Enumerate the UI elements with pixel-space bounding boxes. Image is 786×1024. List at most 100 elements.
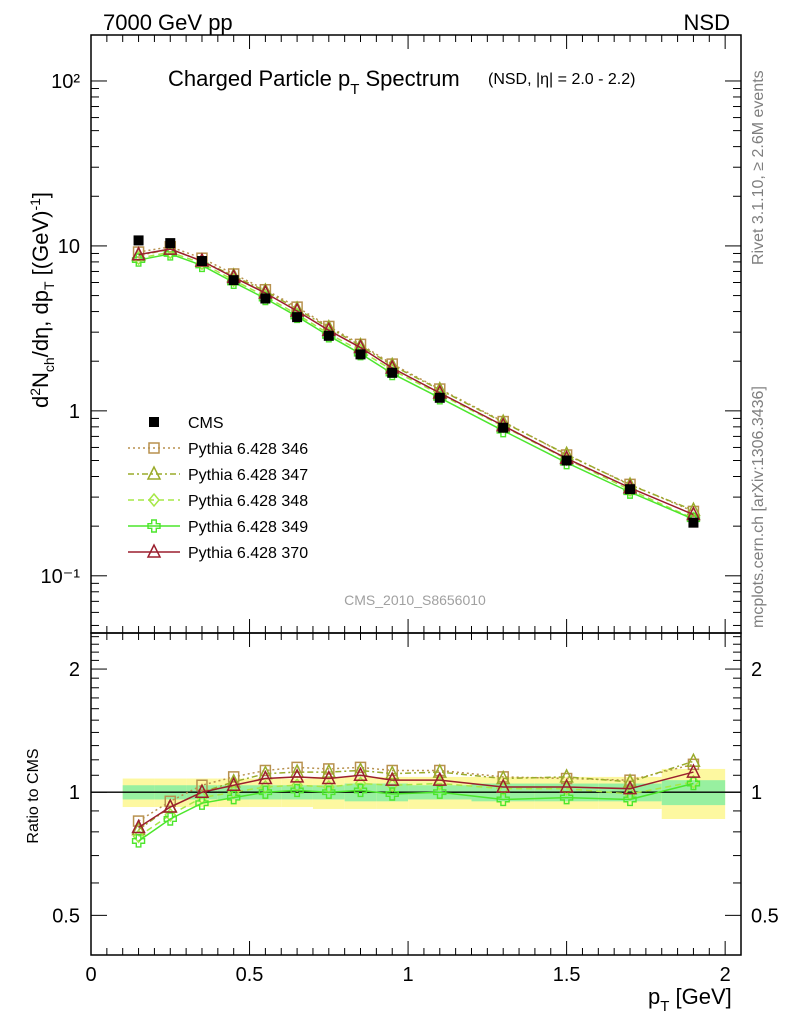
- svg-text:d2Nch/dη, dpT [(GeV)-1]: d2Nch/dη, dpT [(GeV)-1]: [27, 192, 57, 408]
- main-series-point: [163, 247, 177, 261]
- ratio-uncertainty-bands: [91, 768, 741, 820]
- ratio-series-point: [163, 812, 177, 826]
- cms-data-point: [323, 330, 334, 341]
- main-y-tick-label: 10²: [51, 71, 80, 93]
- legend-marker: [148, 492, 160, 508]
- legend-entry: Pythia 6.428 346: [128, 441, 308, 458]
- ratio-series-point: [290, 783, 304, 798]
- legend-label: Pythia 6.428 346: [188, 441, 308, 458]
- cms-data-point: [260, 293, 271, 304]
- ratio-series-point: [385, 787, 399, 801]
- legend-label: Pythia 6.428 370: [188, 545, 308, 562]
- legend-label: Pythia 6.428 349: [188, 519, 308, 536]
- ratio-series-point: [321, 769, 337, 785]
- legend-marker: [147, 519, 161, 533]
- ratio-y-tick-label-right: 1: [751, 782, 762, 804]
- legend-marker: [146, 543, 162, 558]
- ratio-series-point: [687, 774, 700, 790]
- title-main-tail: Spectrum: [359, 66, 459, 91]
- ratio-series-line: [138, 782, 694, 842]
- cms-data-point: [688, 517, 699, 528]
- ratio-y-tick-label-right: 2: [751, 659, 762, 681]
- ratio-series-point: [686, 776, 701, 791]
- header-right: NSD: [684, 10, 730, 35]
- legend-entry: Pythia 6.428 348: [128, 492, 308, 510]
- cms-data-point: [165, 238, 176, 249]
- ratio-series-point: [353, 766, 368, 782]
- cms-data-point: [355, 349, 366, 360]
- ratio-series-point: [131, 834, 146, 848]
- x-tick-label: 2: [720, 964, 731, 986]
- cms-data-point: [133, 235, 144, 246]
- ratio-series-point: [559, 778, 574, 793]
- legend-marker: [149, 417, 159, 427]
- legend: CMS Pythia 6.428 346 Pythia 6.428 347 Pythi…: [128, 415, 308, 562]
- ratio-series-point: [226, 790, 241, 805]
- ratio-ylabel: Ratio to CMS: [25, 748, 42, 843]
- cms-data-point: [292, 312, 303, 323]
- ratio-series-point: [686, 763, 701, 778]
- cms-data-point: [561, 455, 572, 466]
- cms-data-point: [387, 367, 398, 378]
- legend-entry: CMS: [149, 415, 224, 432]
- ratio-series-point: [432, 771, 447, 786]
- legend-entry: Pythia 6.428 347: [128, 465, 308, 484]
- ratio-series-point: [163, 798, 178, 813]
- rivet-version-label: Rivet 3.1.10, ≥ 2.6M events: [750, 70, 767, 265]
- cms-data-point: [196, 256, 207, 267]
- ratio-series-point: [496, 792, 510, 807]
- ratio-series-4: [131, 776, 701, 848]
- legend-entry: Pythia 6.428 349: [128, 519, 308, 536]
- ratio-series-point: [433, 785, 447, 799]
- legend-marker: [146, 465, 162, 480]
- ratio-series-point: [132, 815, 145, 827]
- ratio-series-point: [322, 785, 336, 799]
- ratio-series-point: [622, 780, 638, 795]
- axes-group: 0 0.5 1 1.5 2 10⁻¹ 1 10 10² 0.5 0.5 1 1 2 2: [41, 34, 779, 986]
- ratio-y-tick-label-right: 0.5: [751, 905, 779, 927]
- ratio-series-point: [289, 768, 305, 783]
- main-frame: [90, 34, 742, 634]
- xlabel: pT [GeV]: [648, 984, 732, 1015]
- ratio-series-point: [353, 783, 368, 798]
- main-y-tick-label: 10⁻¹: [41, 566, 81, 588]
- main-ylabel: d2Nch/dη, dpT [(GeV)-1]: [27, 192, 57, 408]
- ratio-y-tick-label-left: 2: [69, 659, 80, 681]
- ratio-series-point: [559, 790, 574, 805]
- x-tick-label: 0.5: [236, 964, 264, 986]
- ratio-series-point: [291, 778, 304, 793]
- cms-points-group: [133, 235, 699, 528]
- ratio-series-point: [433, 776, 446, 791]
- ratio-y-tick-label-left: 0.5: [52, 905, 80, 927]
- main-series-point: [131, 253, 146, 267]
- analysis-tag: CMS_2010_S8656010: [344, 592, 486, 608]
- title-main: Charged Particle p: [168, 66, 350, 91]
- ratio-series-point: [164, 807, 177, 823]
- ratio-series-point: [258, 769, 273, 785]
- ratio-series-point: [495, 778, 511, 793]
- ratio-series-point: [196, 779, 208, 791]
- main-y-tick-label: 10: [58, 236, 80, 258]
- legend-label: Pythia 6.428 347: [188, 467, 308, 484]
- plot-title: Charged Particle pT Spectrum: [168, 66, 460, 98]
- main-series-point: [132, 251, 145, 266]
- main-y-tick-label: 1: [69, 401, 80, 423]
- main-series-point: [131, 245, 146, 261]
- x-tick-label: 1.5: [553, 964, 581, 986]
- cms-data-point: [434, 392, 445, 403]
- legend-label: Pythia 6.428 348: [188, 493, 308, 510]
- ratio-series-line: [138, 771, 694, 829]
- legend-label: CMS: [188, 415, 224, 432]
- header-left: 7000 GeV pp: [103, 10, 233, 35]
- ratio-series-point: [194, 783, 210, 798]
- ratio-y-tick-label-left: 1: [69, 782, 80, 804]
- ratio-series-point: [131, 818, 146, 834]
- x-tick-label: 0: [85, 964, 96, 986]
- x-tick-label: 1: [403, 964, 414, 986]
- ratio-series-point: [132, 829, 145, 844]
- ratio-series-point: [386, 778, 399, 793]
- title-main-sub: T: [350, 81, 359, 98]
- ratio-series-point: [195, 796, 209, 810]
- legend-entry: Pythia 6.428 370: [128, 543, 308, 562]
- ratio-series-point: [226, 776, 241, 791]
